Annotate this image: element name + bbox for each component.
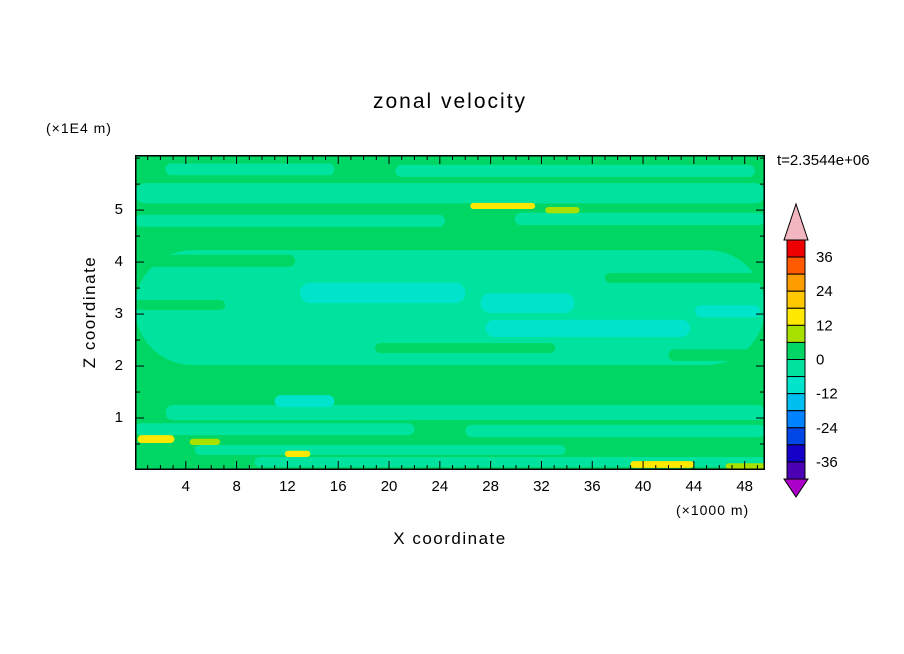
x-tick-label: 28 <box>482 478 499 495</box>
x-tick-label: 32 <box>533 478 550 495</box>
contour-region <box>135 300 226 310</box>
contour-region <box>725 463 765 469</box>
contour-region <box>668 349 765 361</box>
contour-region <box>695 305 760 318</box>
colorbar-segment <box>786 427 806 446</box>
colorbar-segment <box>786 461 806 480</box>
contour-region <box>470 202 536 210</box>
x-tick-label: 36 <box>583 478 601 495</box>
colorbar-segment <box>786 410 806 429</box>
colorbar-label: -24 <box>816 420 838 437</box>
contour-region <box>135 423 415 436</box>
colorbar-segment <box>786 324 806 343</box>
x-tick-label: 48 <box>736 478 754 495</box>
contour-region <box>135 183 765 204</box>
colorbar-segment <box>786 376 806 395</box>
colorbar: 36 24 12 0 -12 -24 -36 <box>783 202 838 498</box>
colorbar-segment <box>786 341 806 361</box>
contour-region <box>465 424 765 438</box>
y-tick-label: 1 <box>114 409 123 427</box>
contour-region <box>485 319 691 337</box>
contour-region <box>480 293 575 314</box>
contour-region <box>375 343 556 354</box>
plot-frame <box>135 155 765 470</box>
x-tick-label: 4 <box>181 478 190 495</box>
contour-region <box>395 164 755 177</box>
colorbar-segment <box>786 359 806 378</box>
contour-region <box>604 272 765 283</box>
contour-region <box>165 163 335 176</box>
colorbar-segment <box>786 307 806 326</box>
colorbar-label: -36 <box>816 454 838 471</box>
colorbar-label: 0 <box>816 352 824 369</box>
x-tick-label: 44 <box>685 478 703 495</box>
y-tick-label: 3 <box>114 305 123 323</box>
contour-region <box>545 206 580 214</box>
contour-region <box>300 282 466 304</box>
chart-title: zonal velocity <box>372 90 528 113</box>
y-tick-label: 5 <box>114 201 123 219</box>
colorbar-segment <box>786 393 806 412</box>
colorbar-segment <box>786 256 806 275</box>
contour-region <box>137 435 175 443</box>
contour-region <box>135 214 445 227</box>
colorbar-label: 36 <box>816 249 833 266</box>
x-tick-label: 8 <box>232 478 241 495</box>
contour-region <box>194 445 566 455</box>
contour-region <box>135 254 296 267</box>
y-axis-unit-label: (×1E4 m) <box>46 120 112 136</box>
y-tick-label: 4 <box>114 253 123 271</box>
contour-region <box>165 405 765 421</box>
x-tick-label: 40 <box>634 478 652 495</box>
time-annotation: t=2.3544e+06 <box>777 152 870 169</box>
x-axis-unit-label: (×1000 m) <box>676 502 750 518</box>
contour-region <box>274 395 335 408</box>
x-tick-label: 24 <box>431 478 449 495</box>
y-tick-label: 2 <box>114 357 123 375</box>
x-tick-label: 20 <box>380 478 398 495</box>
x-tick-label: 12 <box>279 478 296 495</box>
colorbar-arrow-top <box>783 202 809 241</box>
contour-plot-canvas <box>135 155 765 470</box>
contour-region <box>189 438 221 446</box>
contour-region <box>514 212 765 226</box>
colorbar-label: 12 <box>816 317 833 334</box>
colorbar-arrow-bottom <box>783 478 809 498</box>
contour-region <box>630 461 694 468</box>
x-tick-label: 16 <box>329 478 347 495</box>
colorbar-segment <box>786 290 806 309</box>
colorbar-label: 24 <box>816 283 833 300</box>
contour-region <box>284 450 311 458</box>
x-axis-title: X coordinate <box>393 529 507 548</box>
colorbar-segment <box>786 239 806 258</box>
colorbar-label: -12 <box>816 386 838 403</box>
colorbar-segment <box>786 273 806 292</box>
colorbar-segment <box>786 444 806 463</box>
